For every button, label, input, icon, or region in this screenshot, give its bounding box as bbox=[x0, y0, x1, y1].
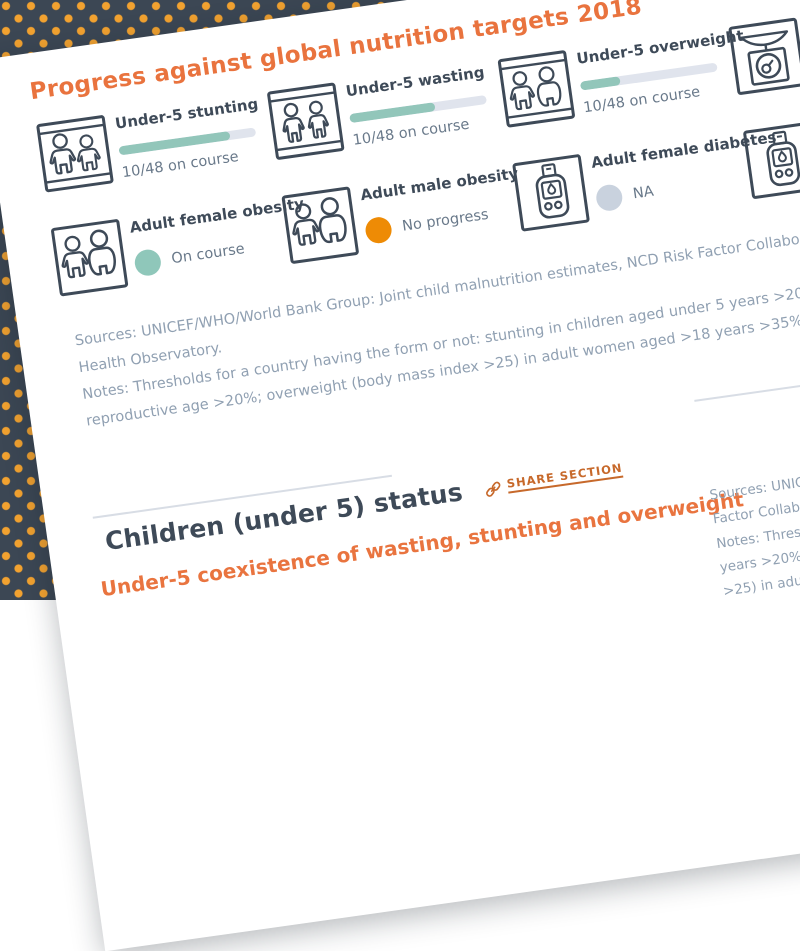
target-status: On course bbox=[170, 241, 246, 268]
tile-under5-overweight: Under-5 overweight 10/48 on course bbox=[496, 26, 745, 130]
children-overweight-icon bbox=[496, 48, 577, 129]
tile-adult-female-diabetes: Adult female diabetes NA bbox=[510, 128, 778, 234]
glucose-meter-icon bbox=[741, 120, 800, 201]
tile-adult-female-obesity: Adult female obesity On course bbox=[49, 194, 306, 299]
tile-under5-wasting: Under-5 wasting 10/48 on course bbox=[265, 58, 506, 162]
progress-bar-fill bbox=[349, 102, 436, 124]
polka-dot-background: Progress against global nutrition target… bbox=[0, 0, 800, 602]
target-label: Under-5 overweight bbox=[575, 26, 745, 68]
section-heading-row: Children (under 5) status SHARE SECTION bbox=[103, 455, 624, 556]
status-row: No progress bbox=[363, 198, 519, 245]
status-dot bbox=[133, 247, 163, 278]
status-dot bbox=[594, 183, 624, 213]
target-label: Under-5 wasting bbox=[344, 63, 486, 101]
tile-partial-right-top bbox=[727, 0, 800, 97]
target-label: Under-5 stunting bbox=[113, 94, 260, 133]
share-section-label: SHARE SECTION bbox=[505, 460, 624, 494]
share-section-link[interactable]: SHARE SECTION bbox=[483, 460, 624, 497]
target-status: No progress bbox=[401, 206, 490, 235]
target-label: Adult female diabetes bbox=[590, 128, 778, 172]
progress-bar-fill bbox=[579, 76, 621, 91]
tile-partial-right-bottom bbox=[741, 97, 800, 201]
target-status: NA bbox=[631, 183, 655, 203]
status-row: NA bbox=[594, 165, 750, 213]
link-icon bbox=[485, 481, 501, 497]
adults-obesity-icon bbox=[280, 185, 361, 266]
tile-adult-male-obesity: Adult male obesity No progress bbox=[280, 162, 521, 266]
children-stunting-icon bbox=[34, 113, 115, 194]
glucose-meter-icon bbox=[510, 152, 591, 233]
target-label: Adult male obesity bbox=[359, 164, 520, 205]
status-row: On course bbox=[133, 230, 288, 278]
targets-grid: Under-5 stunting 10/48 on course bbox=[34, 0, 800, 298]
children-wasting-icon bbox=[265, 81, 346, 162]
sidebar-footnotes: Sources: UNICEF/WHO/World Bank Group: Jo… bbox=[708, 398, 800, 604]
adults-obesity-icon bbox=[49, 217, 130, 298]
tile-under5-stunting: Under-5 stunting 10/48 on course bbox=[34, 91, 275, 195]
weighing-scale-icon bbox=[727, 16, 800, 97]
target-label: Adult female obesity bbox=[128, 194, 306, 237]
sidebar-sources-text: Sources: UNICEF/WHO/World Bank Group: Jo… bbox=[708, 407, 800, 504]
status-dot bbox=[363, 215, 394, 245]
